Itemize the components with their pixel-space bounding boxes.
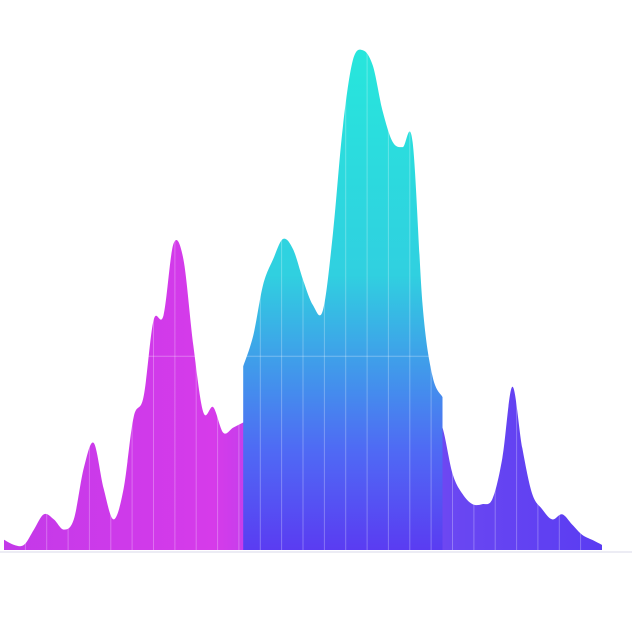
series-area-peak	[243, 49, 443, 550]
series-area-main	[4, 239, 602, 550]
series-layer	[4, 49, 602, 550]
gridlines	[4, 40, 602, 550]
